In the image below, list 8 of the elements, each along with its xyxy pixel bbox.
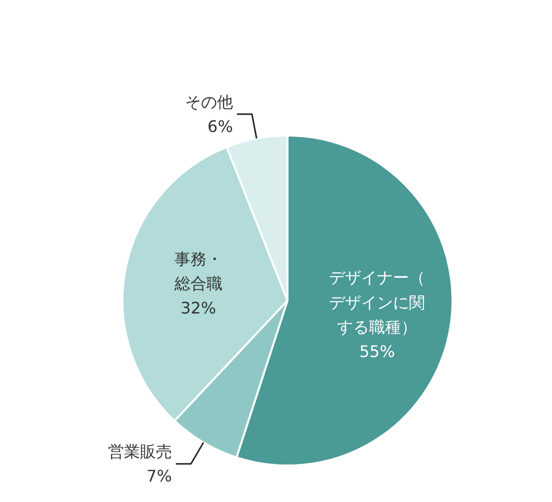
- slice-label: デザイナー（デザインに関する職種）: [329, 268, 426, 337]
- data-label: 55%: [359, 342, 395, 362]
- slice-label: その他: [184, 92, 233, 112]
- data-label: 32%: [180, 298, 216, 318]
- slice-label: 事務・総合職: [173, 249, 222, 293]
- slice-label: 営業販売: [108, 442, 172, 461]
- data-label: 7%: [146, 466, 172, 486]
- data-label: 6%: [208, 116, 233, 136]
